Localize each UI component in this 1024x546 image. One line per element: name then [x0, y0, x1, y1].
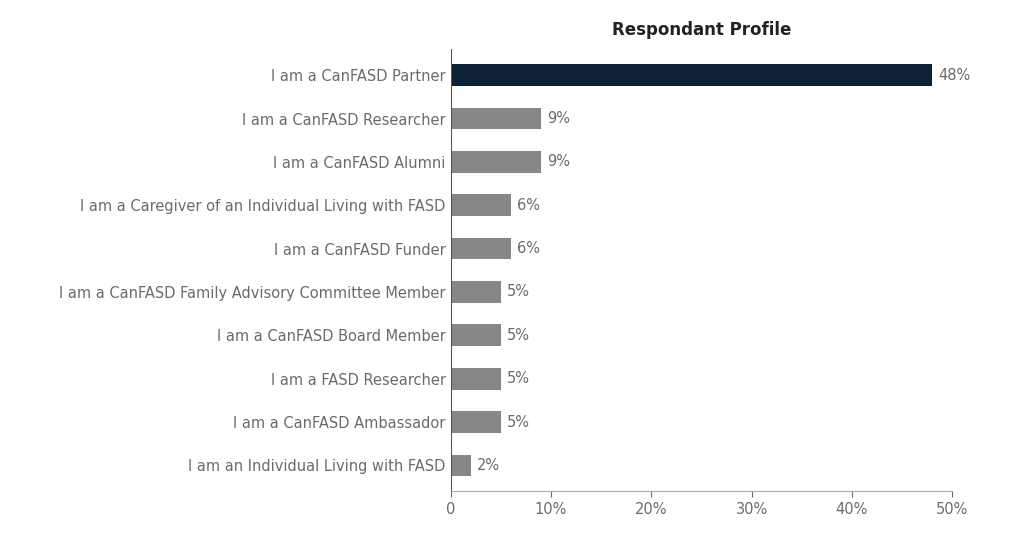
Text: 2%: 2% — [476, 458, 500, 473]
Text: 9%: 9% — [547, 111, 570, 126]
Bar — [451, 151, 541, 173]
Bar — [451, 411, 501, 433]
Text: 6%: 6% — [517, 198, 540, 213]
Bar — [451, 108, 541, 129]
Bar — [451, 454, 471, 476]
Text: 48%: 48% — [938, 68, 971, 82]
Bar — [451, 64, 932, 86]
Bar — [451, 281, 501, 303]
Text: 5%: 5% — [507, 371, 529, 386]
Text: 5%: 5% — [507, 328, 529, 343]
Bar — [451, 368, 501, 389]
Text: 5%: 5% — [507, 414, 529, 430]
Text: 9%: 9% — [547, 155, 570, 169]
Title: Respondant Profile: Respondant Profile — [611, 21, 792, 39]
Text: 5%: 5% — [507, 284, 529, 299]
Bar — [451, 238, 511, 259]
Bar — [451, 194, 511, 216]
Text: 6%: 6% — [517, 241, 540, 256]
Bar — [451, 324, 501, 346]
